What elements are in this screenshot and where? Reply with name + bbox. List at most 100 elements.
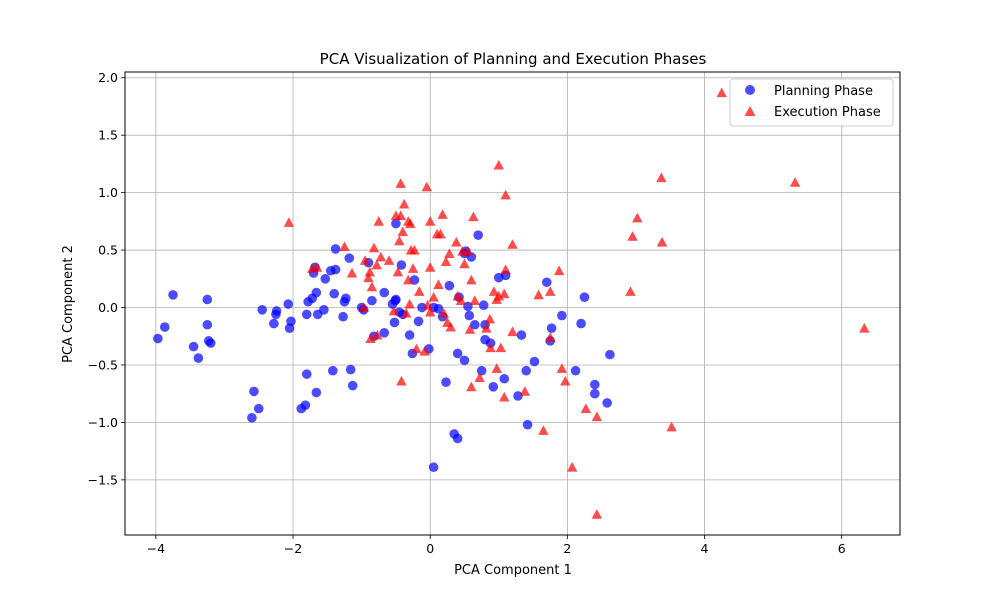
planning-phase-point [205,338,216,348]
planning-phase-point [459,355,470,366]
execution-phase-point [419,345,430,356]
planning-phase-point [605,349,615,360]
execution-phase-point [375,251,387,262]
legend-marker-execution [744,106,756,116]
planning-phase-point [202,294,213,305]
y-tick-label: 0.0 [98,300,118,315]
execution-phase-point [499,288,510,299]
planning-phase-point [473,230,484,240]
execution-phase-point [466,274,477,285]
x-tick-label: 6 [838,541,846,556]
execution-phase-point [545,286,556,296]
planning-phase-point [253,403,264,414]
planning-phase-point [389,317,400,328]
execution-phase-point [368,242,380,253]
execution-phase-point [414,286,425,296]
planning-phase-point [311,387,322,398]
planning-phase-point [283,299,294,309]
execution-phase-point [372,329,383,340]
planning-phase-point [367,295,377,306]
planning-phase-point [249,386,259,397]
planning-phase-point [602,398,612,408]
execution-phase-point [466,381,477,392]
execution-phase-point [404,298,415,309]
execution-phase-point [283,217,295,227]
execution-phase-point [656,236,668,247]
execution-phase-point [627,231,638,241]
planning-phase-point [319,305,329,315]
execution-phase-point [433,279,444,289]
planning-phase-point [159,322,170,332]
planning-phase-point [286,316,296,327]
planning-phase-point [345,364,356,375]
planning-phase-point [404,330,415,340]
execution-phase-point [485,342,496,353]
execution-phase-point [403,274,414,285]
execution-phase-point [464,324,476,334]
planning-phase-point [168,290,178,300]
y-tick-label: 1.0 [98,185,118,200]
planning-phase-point [433,303,444,314]
execution-phase-point [566,462,578,472]
execution-phase-point [469,295,480,306]
execution-phase-point [491,363,502,373]
execution-phase-point [553,265,565,276]
execution-phase-point [591,509,603,519]
planning-phase-point [344,253,355,263]
planning-phase-point [269,318,279,329]
planning-phase-point [469,319,480,330]
planning-phase-point [379,327,390,338]
x-tick-label: −2 [284,541,302,556]
execution-phase-point [398,198,410,209]
execution-phase-point [455,295,467,306]
legend-marker-planning [745,85,755,95]
execution-phase-point [495,342,507,353]
x-tick-label: 0 [426,541,434,556]
planning-phase-point [529,356,540,367]
planning-phase-point [513,391,523,401]
y-tick-label: 1.5 [98,128,118,143]
planning-phase-point [546,323,557,334]
execution-phase-point [444,248,455,258]
execution-phase-point [438,308,450,318]
planning-phase-point [247,413,257,423]
execution-phase-point [500,189,511,200]
y-tick-label: −1.0 [88,415,118,430]
y-tick-label: 0.5 [98,243,118,258]
execution-phase-point [396,375,407,386]
planning-phase-point [428,462,439,473]
execution-phase-point [395,178,406,188]
execution-phase-point [424,262,436,272]
planning-phase-point [541,277,552,288]
execution-phase-point [311,262,323,272]
planning-phase-point [271,306,282,316]
planning-phase-point [444,280,455,291]
execution-phase-point [533,289,544,300]
execution-phase-point [392,266,404,277]
execution-phase-point [437,209,448,219]
execution-phase-point [474,372,485,383]
execution-phase-point [383,255,395,265]
legend-box [729,78,894,127]
execution-phase-point [440,256,452,266]
execution-phase-point [560,375,571,386]
y-axis-label: PCA Component 2 [61,245,76,363]
execution-phase-point [545,332,556,342]
execution-phase-point [666,421,677,432]
execution-phase-point [462,246,474,256]
planning-phase-point [311,287,322,298]
planning-phase-point [476,365,487,376]
execution-phase-point [394,235,405,246]
planning-phase-point [153,333,163,344]
execution-phase-point [358,302,369,312]
execution-phase-point [371,259,382,270]
execution-phase-point [409,244,420,255]
execution-phase-point [507,326,518,337]
execution-phase-point [556,363,568,373]
execution-phase-point [397,226,408,237]
execution-phase-point [580,403,592,414]
execution-phase-point [424,216,436,226]
planning-phase-point [341,293,351,304]
execution-phase-point [507,239,518,249]
